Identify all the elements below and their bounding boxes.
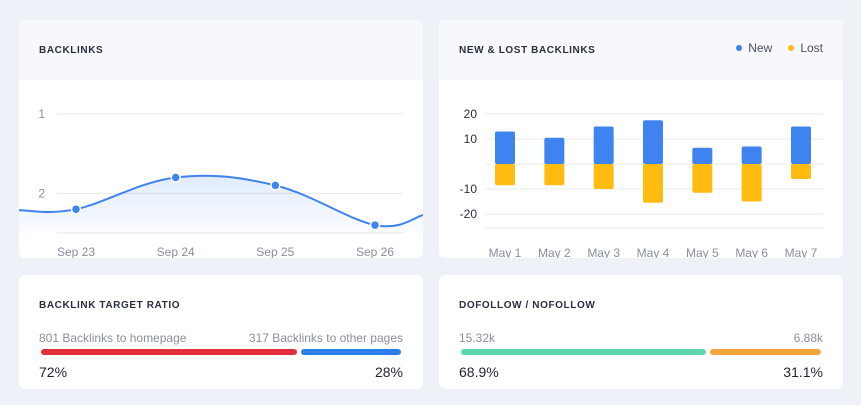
- dofollow-segment: [461, 349, 707, 355]
- legend-lost-dot: [788, 45, 795, 51]
- legend-item-lost[interactable]: Lost: [788, 41, 823, 55]
- new-bar[interactable]: [495, 131, 515, 165]
- x-tick-label: May 3: [587, 246, 620, 258]
- dofollow-progress-bar: [461, 349, 821, 355]
- y-tick-label: 2: [38, 186, 45, 200]
- x-tick-label: May 4: [637, 246, 670, 258]
- new-lost-card-header: NEW & LOST BACKLINKS New Lost: [439, 20, 843, 80]
- dofollow-left-label: 15.32k: [459, 331, 496, 345]
- new-bar[interactable]: [741, 146, 762, 165]
- dofollow-labels: 15.32k 6.88k: [459, 331, 823, 345]
- dofollow-right-percent: 31.1%: [783, 364, 823, 380]
- new-lost-title: NEW & LOST BACKLINKS: [459, 45, 596, 56]
- y-tick-label: 1: [38, 107, 45, 121]
- new-bar[interactable]: [692, 147, 713, 164]
- new-lost-bar-chart: May 1 May 2 May 3 May 4 May 5 May 6 May 7 20 10…: [460, 107, 823, 258]
- ratio-labels: 801 Backlinks to homepage 317 Backlinks …: [39, 331, 403, 345]
- new-bar[interactable]: [593, 126, 614, 165]
- new-lost-card: NEW & LOST BACKLINKS New Lost May 1 May 2…: [439, 20, 843, 258]
- dofollow-right-label: 6.88k: [793, 331, 823, 345]
- ratio-other-pages-segment: [301, 349, 401, 355]
- y-tick-label: -20: [460, 207, 478, 221]
- backlinks-card-header: BACKLINKS: [19, 20, 423, 80]
- new-lost-legend: New Lost: [736, 41, 823, 55]
- x-tick-label: Sep 26: [356, 245, 394, 258]
- lost-bar[interactable]: [643, 164, 663, 203]
- dofollow-percentages: 68.9% 31.1%: [459, 364, 823, 380]
- ratio-left-label: 801 Backlinks to homepage: [39, 331, 187, 345]
- y-tick-label: 10: [464, 132, 478, 146]
- lost-bar[interactable]: [692, 164, 713, 193]
- legend-item-new[interactable]: New: [736, 41, 772, 55]
- x-tick-label: May 7: [785, 246, 818, 258]
- ratio-percentages: 72% 28%: [39, 364, 403, 380]
- y-tick-label: 20: [464, 107, 478, 121]
- ratio-homepage-segment: [41, 349, 298, 355]
- y-tick-label: -10: [460, 182, 478, 196]
- nofollow-segment: [710, 349, 821, 355]
- ratio-left-percent: 72%: [39, 364, 68, 380]
- new-bar[interactable]: [791, 126, 811, 165]
- backlink-target-ratio-card: BACKLINK TARGET RATIO 801 Backlinks to h…: [19, 275, 423, 389]
- x-tick-label: May 1: [489, 246, 522, 258]
- dofollow-left-percent: 68.9%: [459, 364, 499, 380]
- line-point[interactable]: [270, 180, 281, 191]
- legend-new-dot: [736, 45, 743, 51]
- x-tick-label: May 5: [686, 246, 719, 258]
- x-tick-label: Sep 25: [256, 245, 294, 258]
- lost-bar[interactable]: [741, 164, 762, 202]
- lost-bar[interactable]: [791, 164, 811, 179]
- line-point[interactable]: [170, 172, 181, 183]
- dofollow-title: DOFOLLOW / NOFOLLOW: [459, 300, 596, 311]
- backlinks-title: BACKLINKS: [39, 45, 104, 56]
- new-bar[interactable]: [544, 137, 565, 164]
- lost-bar[interactable]: [544, 164, 565, 186]
- backlinks-line-chart: Sep 23 Sep 24 Sep 25 Sep 26 1 2: [19, 107, 423, 258]
- backlinks-card: BACKLINKS Sep 23 Sep 24 Sep 25 Sep 26 1 2: [19, 20, 423, 258]
- x-tick-label: May 2: [538, 246, 571, 258]
- x-tick-label: Sep 23: [57, 245, 95, 258]
- ratio-progress-bar: [41, 349, 401, 355]
- line-point[interactable]: [70, 203, 82, 215]
- lost-bar[interactable]: [495, 164, 515, 186]
- ratio-right-percent: 28%: [374, 364, 403, 380]
- lost-bar[interactable]: [593, 164, 614, 189]
- x-tick-label: May 6: [735, 246, 768, 258]
- dofollow-nofollow-card: DOFOLLOW / NOFOLLOW 15.32k 6.88k 68.9% 3…: [439, 275, 843, 389]
- line-point[interactable]: [369, 219, 381, 231]
- legend-lost-label: Lost: [800, 41, 823, 55]
- x-tick-label: Sep 24: [157, 245, 195, 258]
- ratio-title: BACKLINK TARGET RATIO: [39, 300, 181, 311]
- new-bar[interactable]: [643, 120, 663, 164]
- ratio-right-label: 317 Backlinks to other pages: [248, 331, 403, 345]
- backlinks-area: [19, 175, 423, 233]
- legend-new-label: New: [748, 41, 773, 55]
